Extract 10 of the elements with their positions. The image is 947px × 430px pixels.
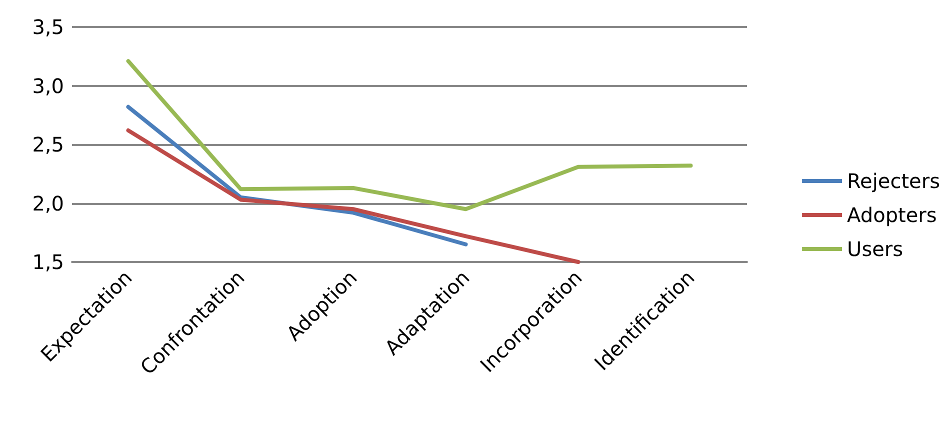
legend-label: Users	[847, 237, 904, 261]
line-series	[126, 59, 693, 212]
legend-label: Adopters	[847, 203, 937, 227]
y-tick-label: 3,5	[32, 15, 64, 39]
y-tick-label: 2,0	[32, 191, 64, 216]
y-tick-label: 2,5	[32, 132, 64, 156]
line-series	[126, 128, 580, 264]
y-tick-label: 3,0	[32, 74, 64, 98]
legend-label: Rejecters	[847, 169, 940, 193]
y-tick-label: 1,5	[32, 250, 64, 274]
